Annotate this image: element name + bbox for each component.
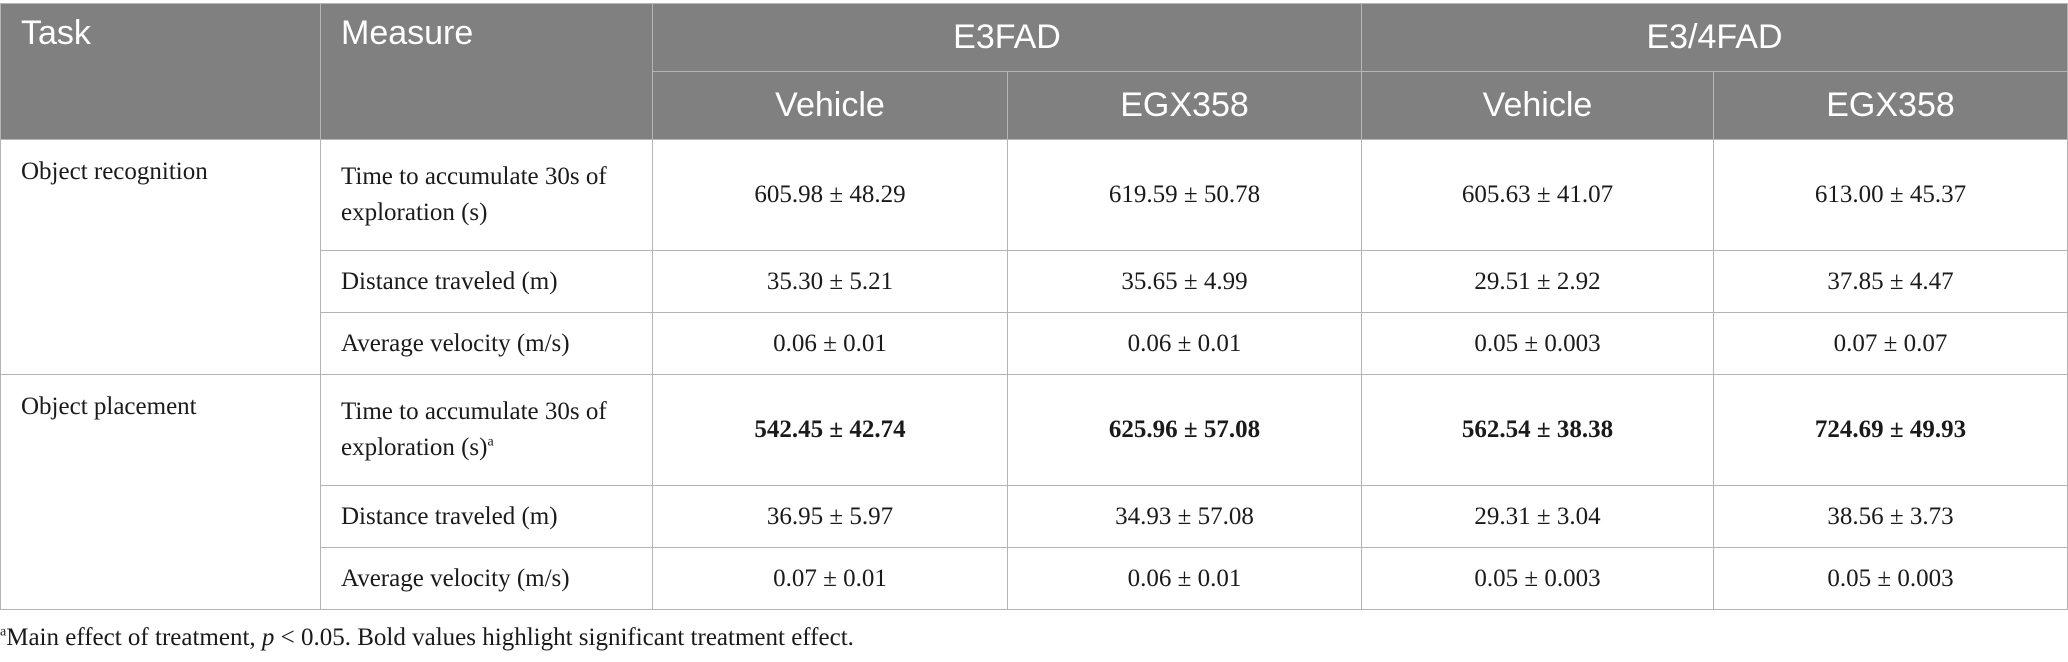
task-cell: Object placement: [0, 374, 321, 610]
header-measure: Measure: [320, 3, 653, 140]
header-group-e3fad: E3FAD: [652, 3, 1362, 72]
subheader-egx358: EGX358: [1007, 71, 1362, 140]
value-cell: 0.07 ± 0.01: [652, 547, 1008, 610]
measure-cell: Distance traveled (m): [320, 250, 653, 313]
value-cell: 35.65 ± 4.99: [1007, 250, 1362, 313]
subheader-egx358: EGX358: [1712, 71, 2068, 140]
measure-text: Time to accumulate 30s of exploration (s…: [341, 398, 607, 461]
measure-cell: Average velocity (m/s): [320, 547, 653, 610]
footnote-text-after: < 0.05. Bold values highlight significan…: [274, 624, 854, 651]
value-cell: 34.93 ± 57.08: [1007, 485, 1362, 548]
task-cell: Object recognition: [0, 139, 321, 375]
value-cell: 562.54 ± 38.38: [1361, 374, 1714, 486]
header-group-e34fad: E3/4FAD: [1360, 3, 2068, 72]
subheader-vehicle: Vehicle: [1361, 71, 1714, 140]
value-cell: 0.06 ± 0.01: [652, 312, 1008, 375]
value-cell: 0.07 ± 0.07: [1712, 312, 2068, 375]
value-cell: 35.30 ± 5.21: [652, 250, 1008, 313]
value-cell: 0.06 ± 0.01: [1007, 312, 1362, 375]
measure-cell: Time to accumulate 30s of exploration (s…: [320, 374, 653, 486]
value-cell: 0.05 ± 0.003: [1712, 547, 2068, 610]
value-cell: 0.05 ± 0.003: [1361, 547, 1714, 610]
table-footnote: aMain effect of treatment, p < 0.05. Bol…: [0, 624, 854, 652]
footnote-p: p: [261, 624, 275, 651]
value-cell: 619.59 ± 50.78: [1007, 139, 1362, 251]
footnote-text: Main effect of treatment,: [6, 624, 262, 651]
value-cell: 38.56 ± 3.73: [1712, 485, 2068, 548]
value-cell: 29.31 ± 3.04: [1361, 485, 1714, 548]
table-row: Object placement Time to accumulate 30s …: [0, 374, 2068, 610]
value-cell: 0.06 ± 0.01: [1007, 547, 1362, 610]
header-task: Task: [0, 3, 321, 140]
footnote-marker: a: [0, 624, 7, 640]
value-cell: 542.45 ± 42.74: [652, 374, 1008, 486]
table-row: Average velocity (m/s) 0.06 ± 0.01 0.06 …: [1, 312, 2068, 375]
value-cell: 36.95 ± 5.97: [652, 485, 1008, 548]
value-cell: 605.63 ± 41.07: [1361, 139, 1714, 251]
value-cell: 613.00 ± 45.37: [1712, 139, 2068, 251]
footnote-marker: a: [487, 434, 494, 450]
measure-cell: Average velocity (m/s): [320, 312, 653, 375]
results-table: Task Measure E3FAD E3/4FAD Vehicle EGX35…: [0, 3, 2068, 610]
table-row: Object recognition Time to accumulate 30…: [0, 139, 2068, 375]
subheader-vehicle: Vehicle: [652, 71, 1008, 140]
value-cell: 605.98 ± 48.29: [652, 139, 1008, 251]
value-cell: 724.69 ± 49.93: [1712, 374, 2068, 486]
measure-cell: Time to accumulate 30s of exploration (s…: [320, 139, 653, 251]
table-row: Average velocity (m/s) 0.07 ± 0.01 0.06 …: [1, 547, 2068, 610]
value-cell: 0.05 ± 0.003: [1361, 312, 1714, 375]
value-cell: 29.51 ± 2.92: [1361, 250, 1714, 313]
value-cell: 37.85 ± 4.47: [1712, 250, 2068, 313]
value-cell: 625.96 ± 57.08: [1007, 374, 1362, 486]
measure-cell: Distance traveled (m): [320, 485, 653, 548]
table-row: Distance traveled (m) 36.95 ± 5.97 34.93…: [1, 485, 2068, 548]
